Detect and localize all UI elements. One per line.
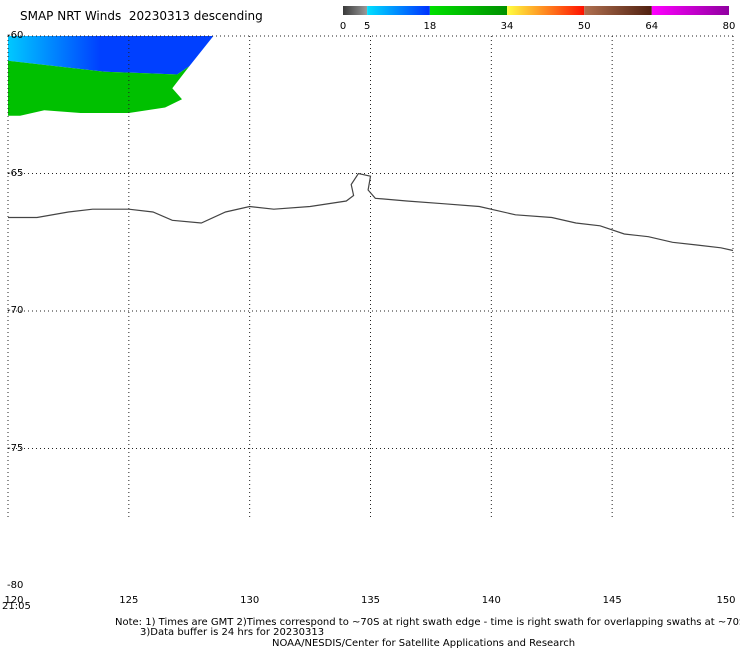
longitude-tick-label: 150 — [716, 595, 736, 606]
antarctic-coastline — [8, 172, 734, 252]
latitude-tick-label: -80 — [7, 580, 24, 591]
latitude-tick-label: -70 — [7, 305, 24, 316]
note-line-2: 3)Data buffer is 24 hrs for 20230313 — [140, 627, 325, 638]
coastline — [8, 172, 734, 252]
longitude-tick-label: 135 — [360, 595, 381, 606]
longitude-tick-label: 130 — [240, 595, 260, 606]
swath-time-label: 21:05 — [2, 601, 31, 612]
colorbar-tick-label: 50 — [577, 21, 591, 32]
colorbar-tick-label: 5 — [363, 21, 371, 32]
colorbar-segment — [507, 6, 585, 15]
colorbar-segment — [429, 6, 508, 15]
longitude-tick-label: 120 — [4, 595, 24, 606]
latitude-tick-label: -75 — [7, 442, 24, 454]
wind-swath — [8, 36, 214, 116]
longitude-tick-label: 125 — [119, 595, 139, 606]
colorbar-tick-label: 64 — [645, 21, 659, 32]
longitude-tick-label: 145 — [602, 595, 622, 606]
colorbar-tick-label: 34 — [500, 21, 514, 32]
colorbar-segment — [651, 6, 729, 15]
wind-speed-colorbar — [343, 6, 729, 15]
colorbar-tick-label: 80 — [722, 21, 736, 32]
colorbar-tick-label: 0 — [339, 21, 347, 32]
colorbar-segment — [367, 6, 430, 15]
colorbar-segment — [343, 6, 368, 15]
colorbar-segment — [584, 6, 652, 15]
map-title: SMAP NRT Winds 20230313 descending — [20, 9, 263, 23]
swath-light-wind-area — [8, 36, 214, 75]
latitude-tick-label: -65 — [7, 167, 24, 179]
note-line-1: Note: 1) Times are GMT 2)Times correspon… — [115, 617, 740, 628]
latitude-tick-label: -60 — [7, 30, 24, 41]
lat-lon-grid — [7, 35, 734, 518]
colorbar-tick-label: 18 — [423, 21, 437, 32]
swath-moderate-wind-area — [8, 60, 190, 116]
note-line-3: NOAA/NESDIS/Center for Satellite Applica… — [272, 638, 576, 649]
longitude-tick-label: 140 — [481, 595, 501, 606]
